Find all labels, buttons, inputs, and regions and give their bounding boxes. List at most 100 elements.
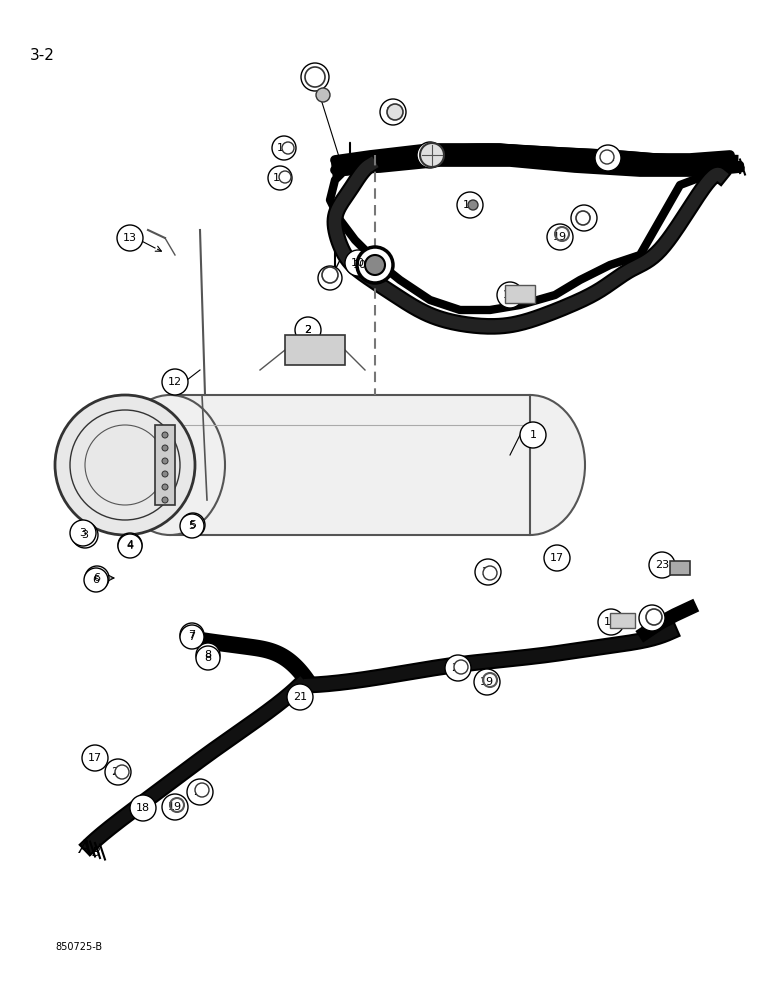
Bar bbox=[155, 425, 175, 505]
Circle shape bbox=[181, 513, 205, 537]
Circle shape bbox=[305, 67, 325, 87]
Text: 17: 17 bbox=[88, 753, 102, 763]
Text: 3-2: 3-2 bbox=[30, 48, 55, 63]
Text: 18: 18 bbox=[604, 617, 618, 627]
Text: 22: 22 bbox=[645, 613, 659, 623]
Circle shape bbox=[595, 145, 621, 171]
Text: 15: 15 bbox=[273, 173, 287, 183]
Circle shape bbox=[322, 267, 338, 283]
Circle shape bbox=[115, 765, 129, 779]
Circle shape bbox=[365, 255, 385, 275]
Text: 22: 22 bbox=[323, 273, 337, 283]
Circle shape bbox=[547, 224, 573, 250]
FancyBboxPatch shape bbox=[170, 395, 530, 535]
Circle shape bbox=[598, 609, 624, 635]
Circle shape bbox=[296, 318, 320, 342]
Circle shape bbox=[316, 88, 330, 102]
Circle shape bbox=[196, 646, 220, 670]
Text: 4: 4 bbox=[126, 541, 133, 551]
Circle shape bbox=[576, 211, 590, 225]
Circle shape bbox=[84, 568, 108, 592]
Text: 19: 19 bbox=[553, 232, 567, 242]
Text: 19: 19 bbox=[168, 802, 182, 812]
Text: 12: 12 bbox=[168, 377, 182, 387]
Circle shape bbox=[483, 566, 497, 580]
Text: 7: 7 bbox=[189, 632, 196, 642]
Text: 20: 20 bbox=[577, 213, 591, 223]
Text: 16: 16 bbox=[277, 143, 291, 153]
Text: 23: 23 bbox=[655, 560, 669, 570]
Text: 8: 8 bbox=[204, 650, 211, 660]
Ellipse shape bbox=[115, 395, 225, 535]
Text: 19: 19 bbox=[480, 677, 494, 687]
Circle shape bbox=[162, 432, 168, 438]
Circle shape bbox=[600, 150, 614, 164]
Circle shape bbox=[162, 794, 188, 820]
Circle shape bbox=[445, 655, 471, 681]
Circle shape bbox=[279, 171, 291, 183]
Circle shape bbox=[571, 205, 597, 231]
Circle shape bbox=[475, 559, 501, 585]
Circle shape bbox=[295, 317, 321, 343]
Text: 21: 21 bbox=[111, 767, 125, 777]
Text: 20: 20 bbox=[193, 787, 207, 797]
Bar bbox=[670, 561, 690, 575]
Text: 10: 10 bbox=[351, 258, 365, 268]
Text: 2: 2 bbox=[304, 325, 311, 335]
Text: 20: 20 bbox=[451, 663, 465, 673]
Bar bbox=[505, 285, 535, 303]
Circle shape bbox=[55, 395, 195, 535]
Circle shape bbox=[72, 522, 98, 548]
Bar bbox=[285, 335, 345, 365]
Circle shape bbox=[301, 63, 329, 91]
Circle shape bbox=[468, 200, 478, 210]
Circle shape bbox=[544, 545, 570, 571]
Circle shape bbox=[118, 533, 142, 557]
Text: 21: 21 bbox=[601, 153, 615, 163]
Text: 21: 21 bbox=[293, 692, 307, 702]
Circle shape bbox=[457, 192, 483, 218]
Text: 7: 7 bbox=[189, 630, 196, 640]
Circle shape bbox=[162, 484, 168, 490]
Text: 2: 2 bbox=[304, 325, 311, 335]
Circle shape bbox=[420, 143, 444, 167]
Circle shape bbox=[272, 136, 296, 160]
Circle shape bbox=[380, 99, 406, 125]
Circle shape bbox=[474, 669, 500, 695]
Text: 8: 8 bbox=[204, 653, 211, 663]
Text: 6: 6 bbox=[94, 573, 101, 583]
Circle shape bbox=[70, 520, 96, 546]
Circle shape bbox=[195, 783, 209, 797]
Text: 11: 11 bbox=[386, 107, 400, 117]
Circle shape bbox=[162, 497, 168, 503]
Circle shape bbox=[162, 445, 168, 451]
Circle shape bbox=[268, 166, 292, 190]
Text: 5: 5 bbox=[189, 521, 196, 531]
Text: 18: 18 bbox=[136, 803, 150, 813]
Circle shape bbox=[639, 605, 665, 631]
Text: 4: 4 bbox=[126, 540, 133, 550]
Text: 9: 9 bbox=[427, 150, 434, 160]
Circle shape bbox=[454, 660, 468, 674]
Bar bbox=[610, 613, 635, 628]
Ellipse shape bbox=[475, 395, 585, 535]
Circle shape bbox=[130, 795, 156, 821]
Circle shape bbox=[180, 514, 204, 538]
Text: 5: 5 bbox=[190, 520, 197, 530]
Text: $A_B$: $A_B$ bbox=[720, 152, 743, 172]
Text: 18: 18 bbox=[503, 290, 517, 300]
Circle shape bbox=[357, 247, 393, 283]
Circle shape bbox=[497, 282, 523, 308]
Circle shape bbox=[649, 552, 675, 578]
Circle shape bbox=[180, 625, 204, 649]
Circle shape bbox=[345, 250, 371, 276]
Circle shape bbox=[162, 458, 168, 464]
Circle shape bbox=[387, 104, 403, 120]
Text: 850725-B: 850725-B bbox=[55, 942, 102, 952]
Circle shape bbox=[520, 422, 546, 448]
Text: 3: 3 bbox=[81, 530, 88, 540]
Circle shape bbox=[348, 253, 372, 277]
Text: 17: 17 bbox=[550, 553, 564, 563]
Circle shape bbox=[196, 643, 220, 667]
Text: 13: 13 bbox=[123, 233, 137, 243]
